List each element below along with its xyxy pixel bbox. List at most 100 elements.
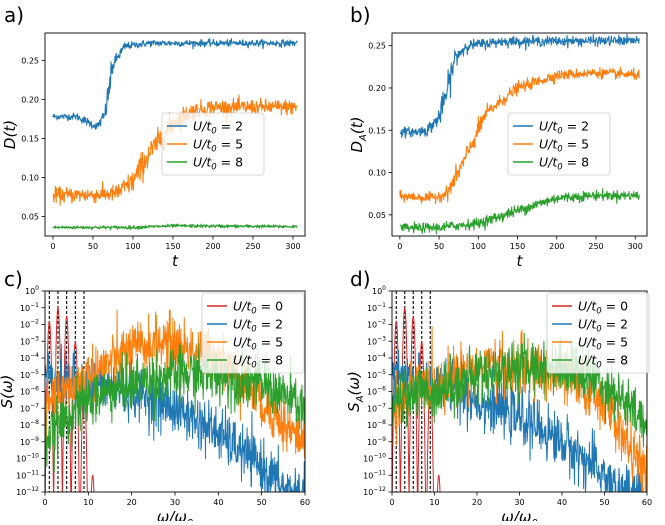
y-tick-label: 0.10 [368,169,386,178]
y-tick-label: 10−1 [367,302,386,313]
x-tick-label: 40 [213,498,223,507]
x-tick-label: 60 [642,498,652,507]
legend-entry: U/t0 = 5 [233,335,283,353]
y-tick-label: 10−5 [20,369,39,380]
legend-box [201,292,305,374]
x-tick-label: 300 [285,242,300,251]
legend-box [507,112,611,176]
panel-letter-a: a) [4,3,24,27]
y-tick-label: 10−9 [367,436,386,447]
y-tick-label: 10−3 [367,335,386,346]
x-tick-label: 300 [628,242,643,251]
y-tick-label: 10−12 [16,486,39,497]
y-axis-label: S(ω) [0,375,16,409]
x-tick-label: 0 [397,242,402,251]
legend-entry: U/t0 = 2 [193,119,243,137]
x-tick-label: 10 [429,498,439,507]
y-tick-label: 0.05 [368,211,386,220]
y-tick-label: 10−7 [20,402,39,413]
y-tick-label: 0.15 [368,126,386,135]
legend-entry: U/t0 = 2 [233,317,283,335]
y-tick-label: 0.20 [368,84,386,93]
series-line [392,332,647,448]
series-line [52,38,298,130]
chart-panel: 0 50 100 150 200 250 300 0.05 0.10 0.15 0.20 0.25 D(… [1,32,306,270]
y-tick-label: 10−1 [20,302,39,313]
legend-entry: U/t0 = 8 [539,155,589,173]
y-axis-label: D(t) [1,120,19,149]
x-tick-label: 50 [88,242,98,251]
x-axis-label: t [517,252,524,270]
y-tick-label: 0.15 [21,134,39,143]
y-tick-label: 10−7 [367,402,386,413]
x-tick-label: 150 [510,242,525,251]
series-line [45,342,305,473]
y-tick-label: 0.05 [21,212,39,221]
legend-entry: U/t0 = 2 [578,317,628,335]
series-line [399,188,640,235]
panel-letter-d: d) [350,267,371,291]
x-tick-label: 200 [205,242,220,251]
y-tick-label: 10−11 [16,469,39,480]
plot-area [45,291,305,492]
y-tick-label: 10−3 [20,335,39,346]
x-tick-label: 250 [245,242,260,251]
x-tick-label: 0 [50,242,55,251]
y-tick-label: 10−5 [367,369,386,380]
y-tick-label: 10−8 [367,419,386,430]
panel-letter-c: c) [4,267,23,291]
x-tick-label: 20 [472,498,482,507]
legend-box [161,112,265,176]
series-line [399,33,640,139]
legend-entry: U/t0 = 5 [193,137,243,155]
x-axis-label: ω/ω0 [157,508,194,521]
legend-entry: U/t0 = 0 [578,299,628,317]
y-tick-label: 10−12 [363,486,386,497]
x-tick-label: 200 [549,242,564,251]
x-tick-label: 30 [170,498,180,507]
x-tick-label: 40 [557,498,567,507]
x-tick-label: 0 [42,498,47,507]
x-tick-label: 100 [471,242,486,251]
legend-entry: U/t0 = 5 [539,137,589,155]
x-axis-label: t [172,252,179,270]
x-tick-label: 20 [127,498,137,507]
chart-panel: 0 50 100 150 200 250 300 0.05 0.10 0.15 0.20 0.25 DA… [348,32,648,270]
series-line [399,66,640,204]
y-tick-label: 0.25 [21,56,39,65]
y-tick-label: 10−11 [363,469,386,480]
x-tick-label: 100 [125,242,140,251]
x-tick-label: 60 [300,498,310,507]
x-axis-label: ω/ω0 [501,508,538,521]
y-tick-label: 10−10 [363,453,386,464]
x-tick-label: 10 [83,498,93,507]
y-tick-label: 10−9 [20,436,39,447]
plot-area [392,291,647,492]
y-tick-label: 10−4 [367,352,386,363]
x-tick-label: 50 [434,242,444,251]
legend-entry: U/t0 = 8 [233,353,283,371]
x-tick-label: 250 [588,242,603,251]
y-tick-label: 10−4 [20,352,39,363]
series-line [45,309,305,459]
x-tick-label: 0 [389,498,394,507]
y-tick-label: 10−10 [16,453,39,464]
legend-entry: U/t0 = 5 [578,335,628,353]
y-tick-label: 10−2 [367,319,386,330]
y-tick-label: 100 [25,285,39,296]
legend-entry: U/t0 = 8 [578,353,628,371]
x-tick-label: 30 [514,498,524,507]
x-tick-label: 50 [257,498,267,507]
y-tick-label: 100 [372,285,386,296]
y-tick-label: 0.25 [368,42,386,51]
y-tick-label: 0.20 [21,95,39,104]
y-tick-label: 10−8 [20,419,39,430]
y-axis-label: DA(t) [348,117,369,153]
panel-letter-b: b) [350,3,371,27]
legend-entry: U/t0 = 2 [539,119,589,137]
y-axis-label: SA(ω) [345,371,366,412]
chart-panel: 0 10 20 30 40 50 60 10−12 10−11 10−10 10−9 10−8 10−7… [0,285,310,525]
plot-area [399,33,640,235]
chart-panel: 0 10 20 30 40 50 60 10−12 10−11 10−10 10−9 10−8 10−7… [345,285,652,525]
